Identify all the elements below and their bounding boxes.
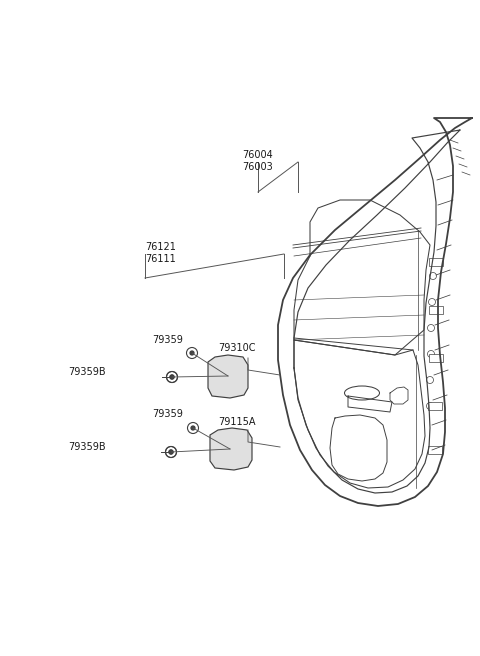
Text: 76004: 76004: [242, 150, 274, 160]
Polygon shape: [210, 428, 252, 470]
Circle shape: [169, 450, 173, 454]
Circle shape: [169, 450, 173, 454]
Text: 79359B: 79359B: [68, 442, 106, 452]
Text: 79310C: 79310C: [218, 343, 255, 353]
Polygon shape: [208, 355, 248, 398]
Bar: [428, 446, 442, 454]
Text: 79115A: 79115A: [218, 417, 255, 427]
Text: 76121: 76121: [145, 242, 176, 252]
Bar: [429, 354, 443, 362]
Circle shape: [190, 351, 194, 355]
Text: 79359: 79359: [152, 335, 183, 345]
Ellipse shape: [345, 386, 380, 400]
Text: 76111: 76111: [145, 254, 176, 264]
Circle shape: [170, 375, 174, 379]
Bar: [429, 258, 443, 266]
Circle shape: [191, 426, 195, 430]
Bar: [428, 402, 442, 410]
Circle shape: [170, 375, 174, 379]
Text: 76003: 76003: [242, 162, 274, 172]
Bar: [429, 306, 443, 314]
Text: 79359B: 79359B: [68, 367, 106, 377]
Text: 79359: 79359: [152, 409, 183, 419]
